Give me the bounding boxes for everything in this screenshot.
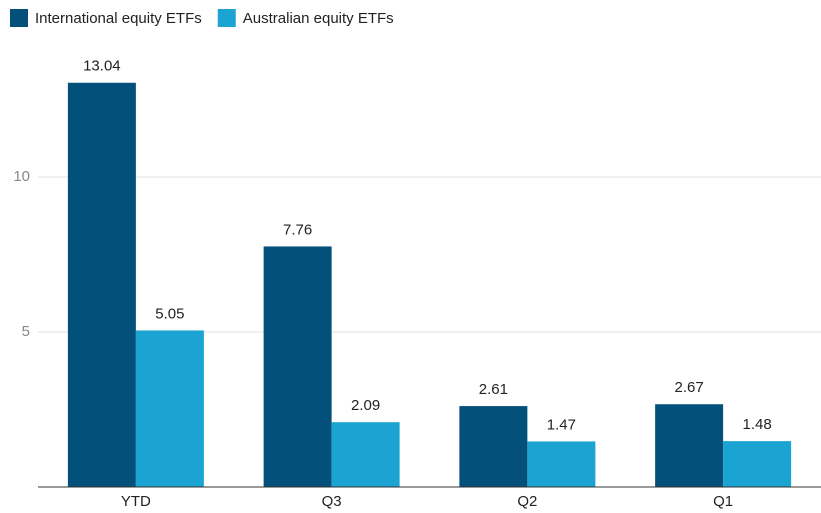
bar [263, 246, 332, 487]
bar [331, 422, 400, 487]
bar [723, 441, 792, 487]
data-label: 2.67 [675, 379, 704, 396]
legend-swatch [217, 9, 236, 27]
data-label: 1.47 [547, 416, 576, 433]
bar [655, 404, 724, 487]
bar [527, 441, 596, 487]
x-tick-label: YTD [121, 493, 151, 510]
bar [459, 406, 528, 487]
x-tick-label: Q1 [713, 493, 733, 510]
legend-label: International equity ETFs [35, 10, 202, 27]
legend-label: Australian equity ETFs [243, 10, 394, 27]
bar [67, 82, 136, 487]
data-label: 1.48 [743, 416, 772, 433]
bar [135, 330, 204, 487]
x-tick-label: Q3 [322, 493, 342, 510]
data-label: 2.09 [351, 397, 380, 414]
y-tick-label: 5 [22, 323, 30, 340]
data-label: 5.05 [155, 305, 184, 322]
y-tick-label: 10 [13, 168, 30, 185]
legend-swatch [10, 9, 28, 27]
data-label: 7.76 [283, 221, 312, 238]
data-label: 13.04 [83, 58, 121, 75]
data-label: 2.61 [479, 381, 508, 398]
x-tick-label: Q2 [517, 493, 537, 510]
